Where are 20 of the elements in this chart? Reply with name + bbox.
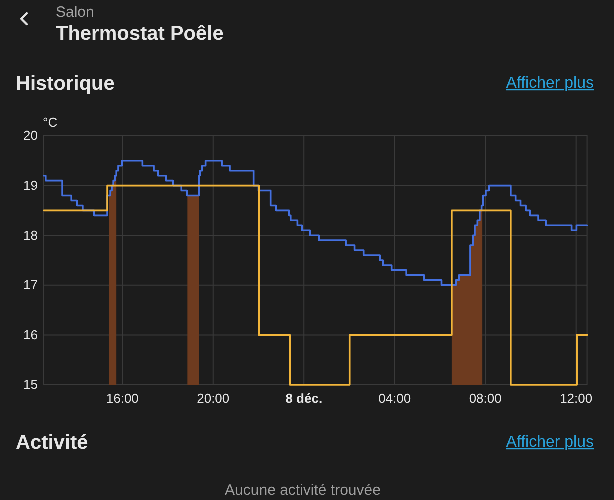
- x-tick-label: 12:00: [560, 391, 593, 406]
- text: Historique: [16, 73, 115, 95]
- text: Afficher plus: [506, 75, 594, 92]
- chart-title: Thermostat Poêle: [56, 23, 224, 45]
- text: Activité: [16, 432, 88, 454]
- text: Afficher plus: [506, 434, 594, 451]
- y-tick-label: 19: [24, 178, 38, 193]
- y-tick-label: 15: [24, 377, 38, 392]
- x-tick-label: 20:00: [197, 391, 230, 406]
- x-tick-label: 08:00: [469, 391, 502, 406]
- x-tick-label: 04:00: [378, 391, 412, 406]
- text: Aucune activité trouvée: [225, 482, 381, 499]
- y-tick-label: 16: [24, 327, 38, 342]
- y-tick-label: 20: [24, 128, 38, 144]
- x-tick-label: 8 déc.: [286, 391, 323, 406]
- y-axis-title: °C: [43, 115, 58, 130]
- y-tick-label: 17: [24, 278, 38, 293]
- chart-subtitle: Salon: [56, 4, 94, 21]
- y-tick-label: 18: [24, 228, 38, 243]
- x-tick-label: 16:00: [106, 391, 139, 406]
